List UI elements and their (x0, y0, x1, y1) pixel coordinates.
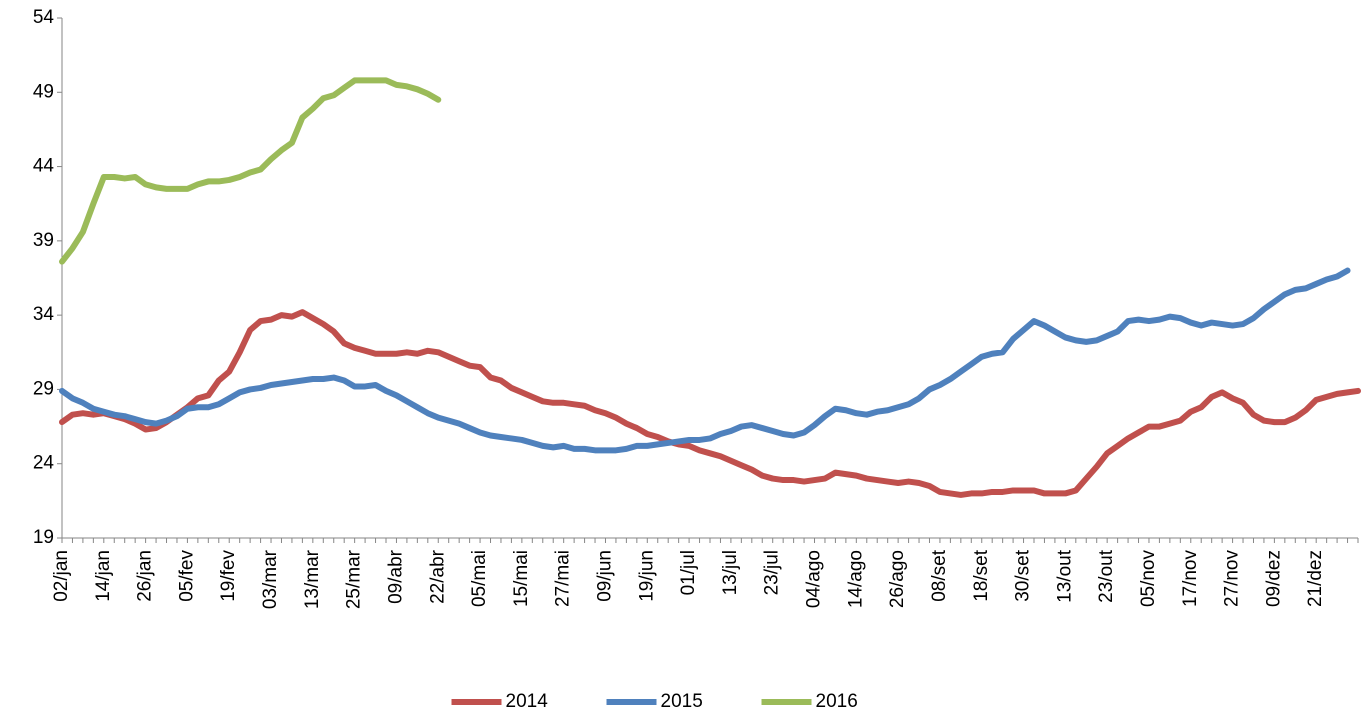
y-tick-label: 24 (33, 453, 55, 474)
x-tick-label: 13/mar (302, 549, 323, 609)
y-tick-label: 44 (33, 156, 55, 177)
x-tick-label: 23/jul (762, 550, 783, 595)
x-tick-label: 17/nov (1180, 550, 1201, 608)
y-tick-label: 29 (33, 378, 54, 399)
x-tick-label: 08/set (929, 549, 950, 601)
y-tick-label: 39 (33, 230, 54, 251)
x-tick-label: 02/jan (51, 550, 72, 602)
legend-label: 2016 (816, 691, 858, 712)
legend-label: 2015 (661, 691, 703, 712)
x-tick-label: 09/abr (385, 549, 406, 604)
x-tick-label: 14/jan (93, 550, 114, 602)
x-tick-label: 30/set (1013, 549, 1034, 601)
series-line (59, 267, 1351, 454)
x-tick-label: 18/set (971, 549, 992, 601)
x-tick-label: 01/jul (678, 550, 699, 595)
series-line (59, 309, 1361, 498)
x-tick-label: 15/mai (511, 550, 532, 607)
legend-label: 2014 (506, 691, 549, 712)
x-tick-label: 26/ago (887, 550, 908, 608)
y-tick-label: 54 (33, 7, 55, 28)
y-tick-label: 34 (33, 304, 55, 325)
x-tick-label: 09/dez (1263, 550, 1284, 607)
x-tick-label: 25/mar (344, 549, 365, 609)
y-tick-label: 49 (33, 81, 54, 102)
series-line (59, 77, 442, 265)
x-tick-label: 27/mai (553, 550, 574, 607)
x-tick-label: 14/ago (845, 550, 866, 608)
x-tick-label: 23/out (1096, 549, 1117, 603)
x-tick-label: 13/out (1054, 549, 1075, 603)
x-tick-label: 05/nov (1138, 550, 1159, 608)
x-tick-label: 05/mai (469, 550, 490, 607)
x-tick-label: 13/jul (720, 550, 741, 595)
y-tick-label: 19 (33, 527, 54, 548)
x-tick-label: 22/abr (427, 549, 448, 604)
x-tick-label: 27/nov (1222, 550, 1243, 608)
x-tick-label: 03/mar (260, 549, 281, 609)
x-tick-label: 05/fev (176, 550, 197, 602)
x-tick-label: 19/fev (218, 550, 239, 602)
x-tick-label: 04/ago (804, 550, 825, 608)
x-tick-label: 21/dez (1305, 550, 1326, 607)
x-tick-label: 09/jun (594, 550, 615, 602)
x-tick-label: 26/jan (135, 550, 156, 602)
x-tick-label: 19/jun (636, 550, 657, 602)
